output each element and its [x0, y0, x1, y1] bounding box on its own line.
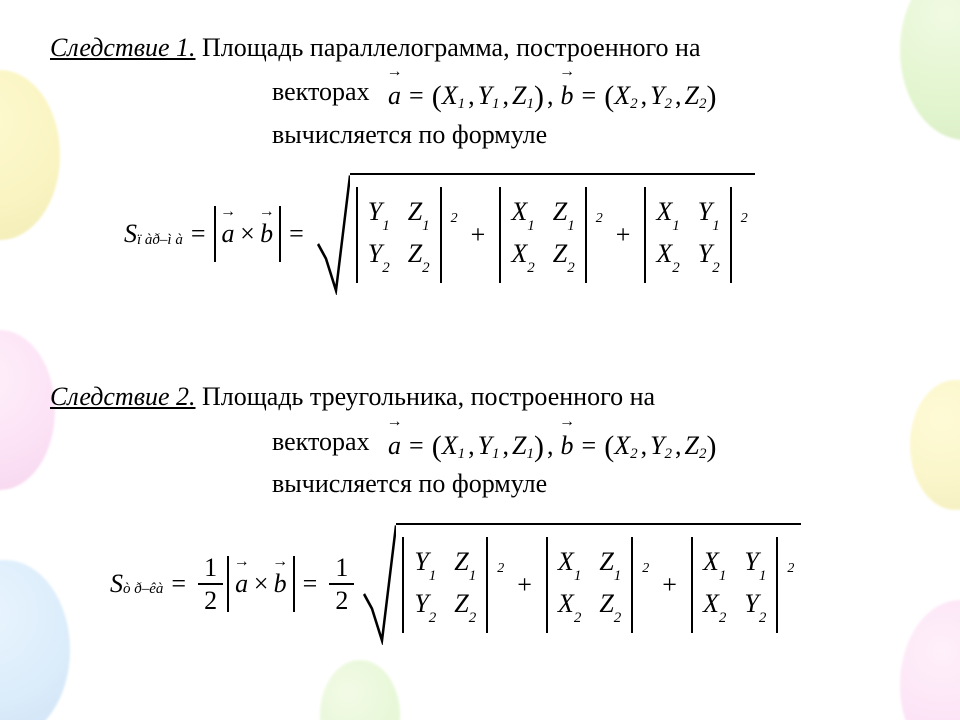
corollary-2-line1: Площадь треугольника, построенного на: [196, 382, 656, 411]
vectors-def-1: a = ( X1, Y1, Z1 ) , b = ( X2, Y2, Z2 ): [388, 72, 717, 119]
det-xy: X1Y1 X2Y2: [644, 187, 731, 283]
det-yz: Y1Z1 Y2Z2: [356, 187, 442, 283]
formula-triangle: Sò ð–êà = 1 2 a × b = 1 2 Y1Z1 Y2Z2 2 +: [110, 523, 910, 645]
corollary-1-line3: вычисляется по формуле: [50, 115, 910, 155]
corollary-2-line3: вычисляется по формуле: [50, 464, 910, 504]
sqrt-sum-dets-2: Y1Z1 Y2Z2 2 + X1Z1 X2Z2 2 + X1Y1 X2Y2 2: [362, 523, 801, 645]
det-xy-2: X1Y1 X2Y2: [691, 537, 778, 633]
corollary-2-title: Следствие 2.: [50, 382, 196, 411]
formula-parallelogram: Sï àð–ì à = a × b = Y1Z1 Y2Z2 2 + X1Z1 X…: [124, 173, 910, 295]
corollary-2: Следствие 2. Площадь треугольника, постр…: [50, 377, 910, 504]
abs-a-cross-b-2: a × b: [227, 556, 295, 612]
sqrt-sum-dets-1: Y1Z1 Y2Z2 2 + X1Z1 X2Z2 2 + X1Y1 X2Y2 2: [316, 173, 755, 295]
det-xz: X1Z1 X2Z2: [499, 187, 586, 283]
corollary-2-line2: векторах a = ( X1, Y1, Z1 ) , b = ( X2, …: [50, 418, 910, 465]
corollary-1-title: Следствие 1.: [50, 33, 196, 62]
det-xz-2: X1Z1 X2Z2: [546, 537, 633, 633]
corollary-1: Следствие 1. Площадь параллелограмма, по…: [50, 28, 910, 155]
vectors-def-2: a = ( X1, Y1, Z1 ) , b = ( X2, Y2, Z2 ): [388, 422, 717, 469]
corollary-1-line2: векторах a = ( X1, Y1, Z1 ) , b = ( X2, …: [50, 68, 910, 115]
one-half-2: 1 2: [329, 552, 354, 616]
one-half: 1 2: [198, 552, 223, 616]
corollary-1-line1: Площадь параллелограмма, построенного на: [196, 33, 701, 62]
det-yz-2: Y1Z1 Y2Z2: [402, 537, 488, 633]
abs-a-cross-b: a × b: [214, 206, 282, 262]
